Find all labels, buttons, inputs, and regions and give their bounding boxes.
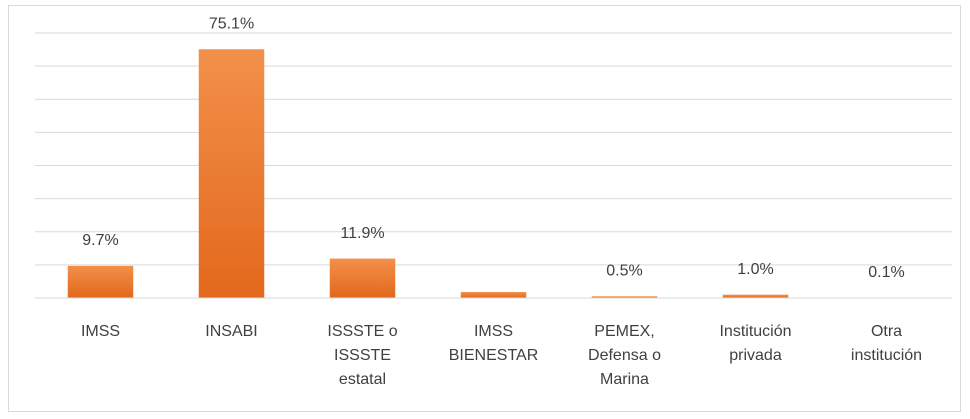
x-tick-label: IMSS BIENESTAR <box>448 323 539 364</box>
bar <box>460 292 527 298</box>
data-label: 9.7% <box>82 232 118 249</box>
data-label: 11.9% <box>340 225 384 242</box>
data-label: 0.1% <box>868 264 904 281</box>
x-tick-label: Institución privada <box>719 323 792 364</box>
data-label: 0.5% <box>606 263 642 280</box>
bar <box>591 296 658 298</box>
x-tick-label: INSABI <box>205 323 258 340</box>
x-tick-label: ISSSTE o ISSSTE estatal <box>327 323 398 388</box>
x-tick-label: PEMEX, Defensa o Marina <box>588 323 661 388</box>
bar <box>67 265 134 298</box>
bar <box>198 49 265 299</box>
chart-border <box>8 5 961 412</box>
data-label: 75.1% <box>209 15 254 32</box>
bar <box>329 258 396 298</box>
x-tick-label: Otra institución <box>850 323 923 364</box>
data-label: 1.0% <box>737 261 773 278</box>
bar <box>722 294 789 298</box>
x-tick-label: IMSS <box>80 323 121 340</box>
